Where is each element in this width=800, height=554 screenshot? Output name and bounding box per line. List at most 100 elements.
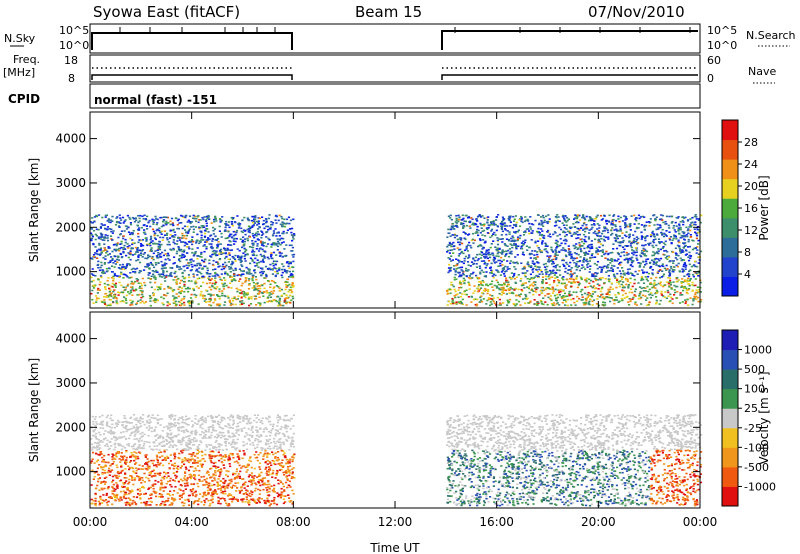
range-cell: [285, 244, 288, 246]
range-cell: [618, 270, 621, 272]
range-cell: [578, 282, 581, 285]
range-cell: [94, 246, 97, 248]
range-cell: [527, 286, 530, 289]
range-cell: [486, 292, 489, 295]
range-cell: [497, 283, 501, 286]
range-cell: [655, 228, 658, 231]
range-cell: [588, 282, 591, 285]
range-cell: [536, 276, 539, 279]
range-cell: [643, 271, 646, 274]
range-cell: [603, 298, 606, 300]
range-cell: [597, 288, 600, 290]
range-cell: [552, 281, 556, 284]
range-cell: [224, 490, 227, 493]
range-cell: [458, 280, 462, 283]
range-cell: [183, 249, 186, 252]
range-cell: [470, 217, 473, 219]
range-cell: [228, 254, 231, 256]
range-cell: [596, 249, 599, 251]
range-cell: [264, 500, 267, 502]
range-cell: [635, 254, 638, 257]
range-cell: [230, 249, 233, 251]
range-cell: [629, 244, 632, 247]
range-cell: [149, 304, 152, 307]
range-cell: [218, 290, 221, 293]
range-cell: [663, 267, 666, 270]
range-cell: [157, 286, 160, 289]
range-cell: [617, 258, 620, 260]
range-cell: [115, 455, 118, 458]
range-cell: [152, 266, 156, 269]
range-cell: [473, 285, 476, 287]
range-cell: [169, 274, 172, 277]
range-cell: [540, 303, 543, 305]
range-cell: [454, 264, 457, 267]
range-cell: [271, 273, 274, 275]
range-cell: [574, 246, 577, 248]
range-cell: [277, 285, 280, 288]
range-cell: [617, 291, 620, 294]
range-cell: [466, 250, 469, 252]
range-cell: [92, 279, 95, 282]
range-cell: [559, 238, 562, 240]
range-cell: [223, 249, 226, 251]
range-cell: [156, 414, 160, 417]
range-cell: [522, 243, 525, 246]
range-cell: [278, 255, 282, 257]
range-cell: [480, 245, 483, 247]
range-cell: [572, 223, 575, 225]
range-cell: [261, 231, 264, 233]
range-cell: [465, 267, 468, 270]
range-cell: [282, 237, 285, 240]
range-cell: [573, 218, 576, 220]
range-cell: [564, 242, 567, 245]
range-cell: [261, 242, 264, 245]
range-cell: [596, 298, 599, 300]
range-cell: [258, 226, 261, 229]
range-cell: [622, 251, 625, 253]
range-cell: [163, 288, 166, 290]
range-cell: [452, 241, 455, 244]
range-cell: [122, 222, 125, 224]
range-cell: [620, 276, 623, 278]
range-cell: [257, 414, 260, 417]
range-cell: [455, 225, 458, 227]
range-cell: [231, 260, 234, 263]
range-cell: [593, 223, 596, 225]
range-cell: [610, 269, 613, 272]
range-cell: [619, 242, 622, 244]
range-cell: [181, 215, 184, 217]
range-cell: [600, 270, 603, 272]
range-cell: [526, 277, 529, 280]
range-cell: [636, 243, 639, 245]
range-cell: [271, 268, 274, 270]
range-cell: [194, 280, 197, 282]
range-cell: [645, 262, 648, 265]
range-cell: [583, 238, 586, 241]
range-cell: [569, 273, 572, 275]
range-cell: [165, 234, 168, 236]
range-cell: [557, 281, 560, 284]
range-cell: [259, 241, 263, 244]
range-cell: [258, 285, 261, 287]
range-cell: [620, 251, 623, 254]
range-cell: [276, 232, 279, 234]
range-cell: [257, 221, 260, 224]
range-cell: [499, 223, 502, 225]
range-cell: [596, 283, 599, 285]
range-cell: [699, 250, 703, 253]
range-cell: [672, 269, 675, 271]
range-cell: [496, 249, 499, 251]
range-cell: [642, 290, 645, 292]
range-cell: [454, 290, 457, 293]
range-cell: [629, 281, 632, 284]
range-cell: [697, 225, 700, 228]
range-cell: [530, 265, 533, 267]
range-cell: [242, 236, 245, 238]
range-cell: [562, 258, 565, 261]
range-cell: [261, 248, 264, 251]
range-cell: [573, 252, 576, 254]
range-cell: [483, 241, 486, 244]
range-cell: [240, 467, 243, 469]
range-cell: [173, 231, 176, 233]
